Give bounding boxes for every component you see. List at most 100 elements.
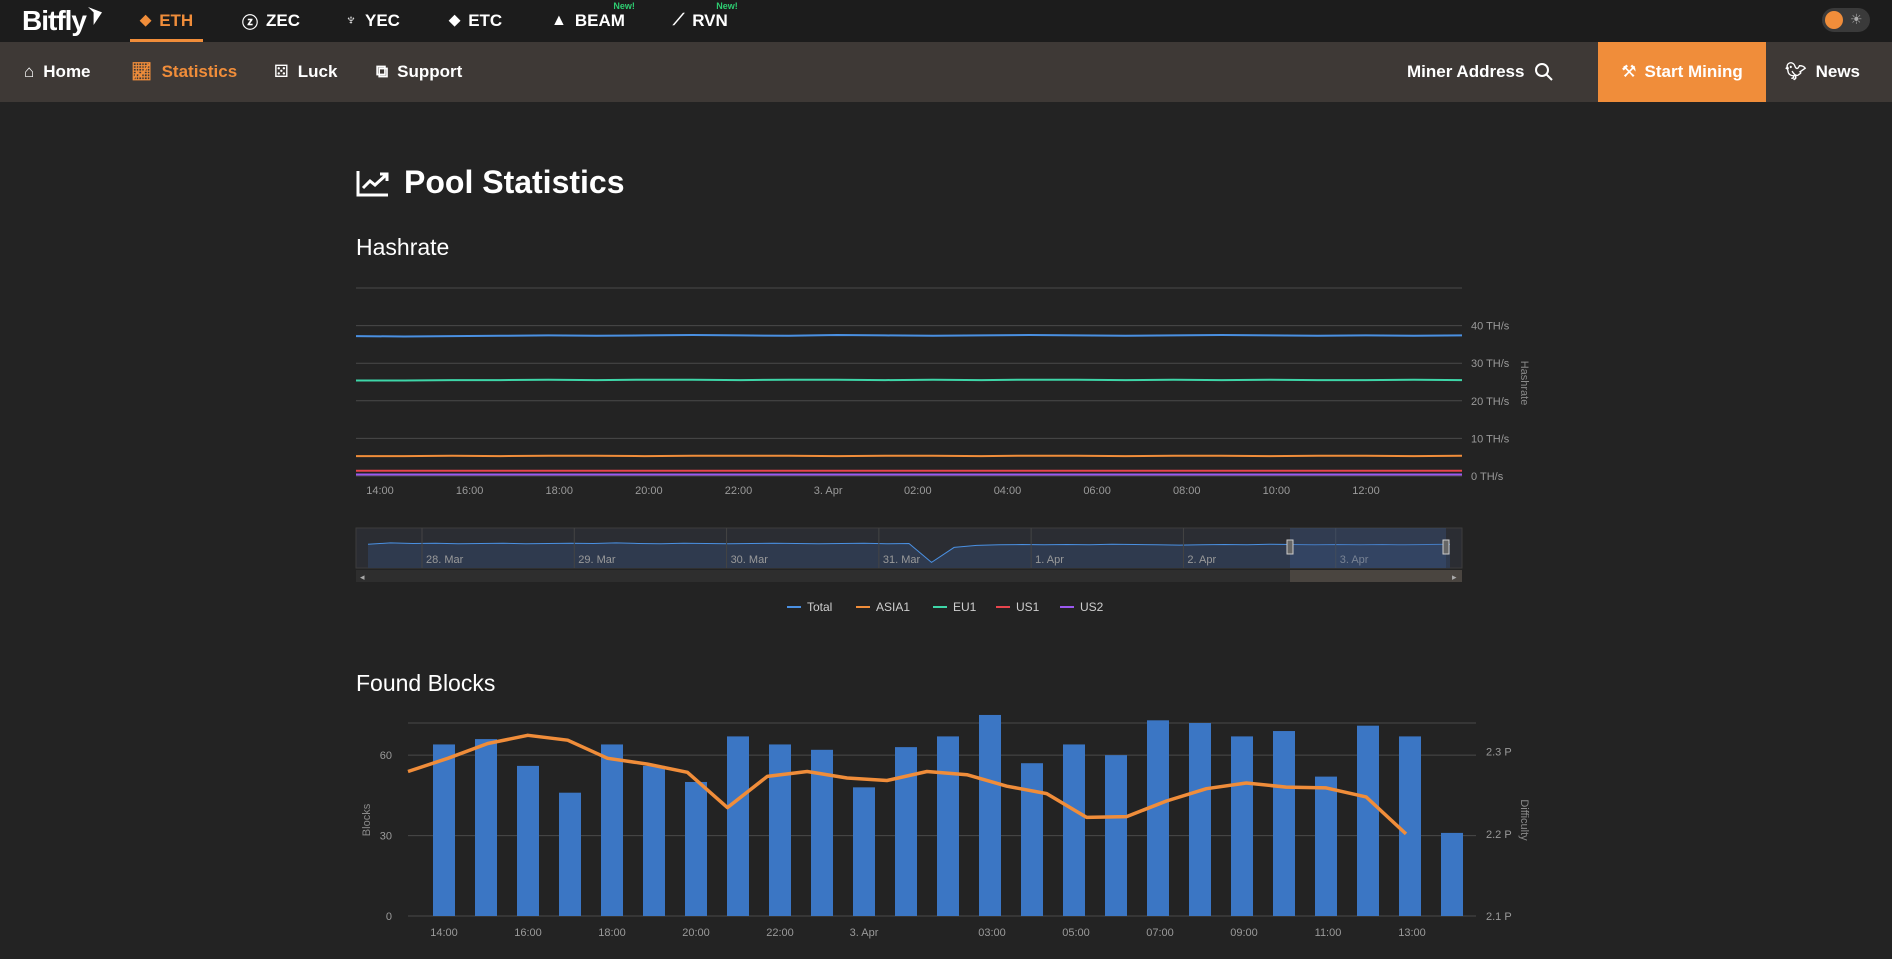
block-bar[interactable]: [1273, 731, 1295, 916]
found-blocks-title: Found Blocks: [356, 670, 496, 696]
pickaxe-icon: ⚒: [1621, 62, 1637, 81]
difficulty-series[interactable]: [407, 733, 1408, 836]
blocks-x-axis: 14:00 16:00 18:00 20:00 22:00 3. Apr 03:00 05:0…: [430, 927, 1426, 939]
nav-statistics[interactable]: 📈︎ Statistics: [131, 42, 237, 102]
nav-news[interactable]: 🐦︎ News: [1785, 42, 1860, 102]
block-bar[interactable]: [1105, 755, 1127, 916]
block-bar[interactable]: [1441, 832, 1463, 916]
block-bar[interactable]: [895, 747, 917, 916]
found-blocks-chart[interactable]: 0 30 60 2.1 P 2.2 P 2.3 P 14:00 16:00 18:00 20:…: [340, 705, 1560, 959]
y-tick-label: 40 TH/s: [1471, 321, 1510, 333]
moon-icon: [1825, 11, 1843, 29]
block-bar[interactable]: [979, 714, 1001, 916]
twitter-icon: 🐦︎: [1785, 62, 1807, 81]
block-bar[interactable]: [559, 792, 581, 916]
nav-home[interactable]: ⌂ Home: [24, 42, 91, 102]
navigator-scrollbar-track[interactable]: [356, 570, 1462, 582]
block-bar[interactable]: [433, 744, 455, 916]
x-tick-label: 03:00: [978, 927, 1006, 939]
block-bar[interactable]: [643, 765, 665, 916]
block-bar[interactable]: [727, 736, 749, 916]
coin-tab-beam[interactable]: ▲ BEAM New!: [551, 0, 635, 42]
block-bar[interactable]: [1315, 776, 1337, 916]
x-tick-label: 13:00: [1398, 927, 1426, 939]
hashrate-legend[interactable]: Total ASIA1 EU1 US1 US2: [787, 600, 1104, 614]
coin-tab-rvn[interactable]: ⟋ RVN New!: [673, 0, 738, 42]
y-tick-label: 30: [380, 831, 392, 843]
legend-label: US2: [1080, 600, 1104, 614]
navigator-label: 30. Mar: [731, 554, 769, 566]
hashrate-y-label: Hashrate: [1518, 361, 1530, 406]
start-mining-button[interactable]: ⚒ Start Mining: [1598, 42, 1766, 102]
navigator-selection[interactable]: [1290, 528, 1446, 568]
block-bar[interactable]: [475, 739, 497, 916]
hashrate-x-axis: 14:00 16:00 18:00 20:00 22:00 3. Apr 02:00 04:0…: [366, 485, 1380, 497]
coin-tab-zec[interactable]: ⓩ ZEC: [242, 0, 300, 42]
x-tick-label: 16:00: [514, 927, 542, 939]
block-bar[interactable]: [811, 749, 833, 916]
series-line-total[interactable]: [355, 333, 1463, 338]
x-tick-label: 16:00: [456, 485, 484, 497]
theme-toggle[interactable]: ☀: [1822, 8, 1870, 32]
block-bar[interactable]: [1189, 723, 1211, 916]
block-bar[interactable]: [685, 781, 707, 916]
series-line-eu1[interactable]: [356, 378, 1463, 382]
page-title: Pool Statistics: [356, 164, 625, 201]
legend-label: ASIA1: [876, 600, 910, 614]
x-tick-label: 02:00: [904, 485, 932, 497]
coin-tab-etc[interactable]: ⬥ ETC: [449, 0, 502, 42]
coin-label: ZEC: [266, 11, 301, 30]
x-tick-label: 09:00: [1230, 927, 1258, 939]
legend-label: US1: [1016, 600, 1040, 614]
coin-tab-yec[interactable]: ♆ YEC: [345, 0, 400, 42]
x-tick-label: 3. Apr: [814, 485, 843, 497]
blocks-bars[interactable]: [433, 714, 1463, 916]
scroll-left-icon[interactable]: ◂: [360, 572, 365, 582]
coin-tab-eth[interactable]: ⬥ ETH: [130, 0, 204, 42]
block-bar[interactable]: [1021, 763, 1043, 916]
block-bar[interactable]: [769, 744, 791, 916]
coin-label: RVN: [692, 11, 728, 30]
y-tick-label: 60: [380, 750, 392, 762]
difficulty-line[interactable]: [407, 733, 1408, 836]
block-bar[interactable]: [601, 744, 623, 916]
nav-statistics-label: Statistics: [161, 62, 238, 81]
miner-address-search[interactable]: Miner Address: [1407, 42, 1554, 102]
dice-icon: ⚄: [274, 62, 289, 81]
legend-item-us2[interactable]: US2: [1060, 600, 1104, 614]
y-tick-label: 0 TH/s: [1471, 471, 1504, 483]
nav-luck-label: Luck: [297, 62, 338, 81]
block-bar[interactable]: [1399, 736, 1421, 916]
coin-label: BEAM: [574, 11, 625, 30]
difficulty-y-label: Difficulty: [1518, 799, 1530, 841]
miner-address-label: Miner Address: [1407, 62, 1525, 81]
block-bar[interactable]: [1063, 744, 1085, 916]
hashrate-series[interactable]: [355, 333, 1463, 476]
navigator-handle-left[interactable]: [1286, 539, 1294, 555]
legend-item-total[interactable]: Total: [787, 600, 832, 614]
legend-item-us1[interactable]: US1: [996, 600, 1040, 614]
navigator-scrollbar-thumb[interactable]: [1290, 570, 1462, 582]
legend-item-asia1[interactable]: ASIA1: [856, 600, 910, 614]
new-badge: New!: [613, 1, 635, 11]
scroll-right-icon[interactable]: ▸: [1452, 572, 1457, 582]
block-bar[interactable]: [1231, 736, 1253, 916]
x-tick-label: 12:00: [1352, 485, 1380, 497]
main-navbar: ⌂ Home 📈︎ Statistics ⚄ Luck ⧉ Support Mi…: [0, 42, 1892, 102]
hashrate-chart[interactable]: 0 TH/s 10 TH/s 20 TH/s 30 TH/s 40 TH/s 14:00…: [340, 280, 1560, 620]
y-tick-label: 0: [386, 911, 392, 923]
legend-item-eu1[interactable]: EU1: [933, 600, 977, 614]
nav-support[interactable]: ⧉ Support: [376, 42, 462, 102]
block-bar[interactable]: [937, 736, 959, 916]
legend-label: Total: [807, 600, 832, 614]
block-bar[interactable]: [1357, 725, 1379, 916]
block-bar[interactable]: [853, 787, 875, 916]
bitfly-logo[interactable]: Bitfly: [22, 5, 102, 37]
hashrate-navigator[interactable]: 28. Mar 29. Mar 30. Mar 31. Mar 1. Apr 2. Apr…: [355, 527, 1463, 582]
nav-luck[interactable]: ⚄ Luck: [274, 42, 337, 102]
block-bar[interactable]: [517, 765, 539, 916]
block-bar[interactable]: [1147, 720, 1169, 916]
zcash-icon: ⓩ: [242, 15, 259, 32]
navigator-handle-right[interactable]: [1442, 539, 1450, 555]
coin-bar: Bitfly ⬥ ETH ⓩ ZEC ♆ YEC ⬥ ETC ▲ BEAM Ne…: [0, 0, 1892, 42]
